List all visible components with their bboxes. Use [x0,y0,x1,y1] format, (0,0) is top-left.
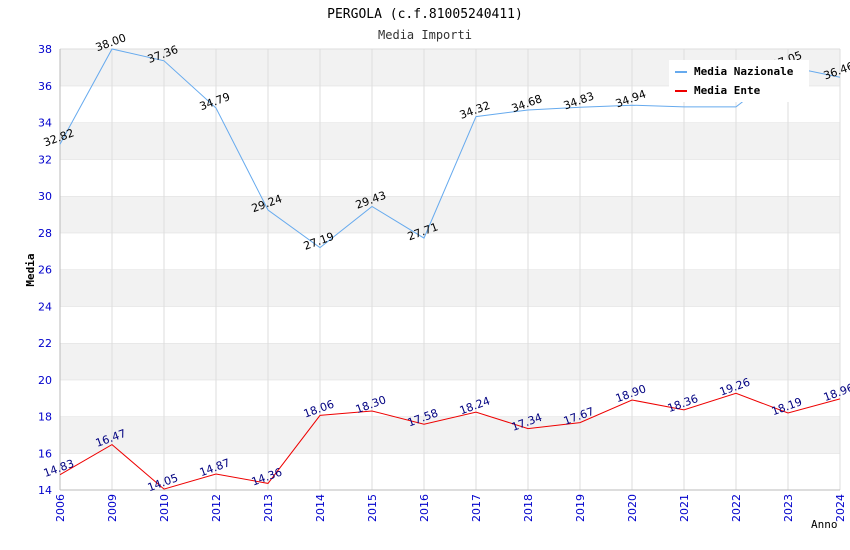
grid-band [60,232,840,270]
y-tick-labels: 14 16 18 20 22 24 26 28 30 32 34 36 38 [38,43,52,497]
grid-band [60,379,840,417]
legend-label-media-nazionale: Media Nazionale [694,65,794,78]
grid-band [60,416,840,454]
x-tick-label: 2012 [210,494,223,522]
chart-subtitle: Media Importi [378,28,472,42]
x-tick-label: 2010 [158,494,171,522]
x-tick-label: 2022 [730,494,743,522]
y-tick-label: 20 [38,374,52,387]
legend: Media Nazionale Media Ente [669,60,809,102]
y-tick-label: 30 [38,190,52,203]
y-tick-label: 24 [38,300,52,313]
x-tick-labels: 2006 2009 2010 2012 2013 2014 2015 2016 2017 2018… [54,494,847,522]
legend-box [669,60,809,102]
x-tick-label: 2019 [574,494,587,522]
x-tick-label: 2009 [106,494,119,522]
grid-band [60,306,840,343]
y-tick-label: 38 [38,43,52,56]
x-tick-label: 2014 [314,494,327,522]
y-tick-label: 28 [38,227,52,240]
x-tick-label: 2024 [834,494,847,522]
x-tick-label: 2018 [522,494,535,522]
y-tick-label: 34 [38,117,52,130]
grid-band [60,196,840,233]
y-tick-label: 22 [38,337,52,350]
y-tick-label: 26 [38,264,52,277]
grid-bands [60,48,840,490]
series-line-media-nazionale [59,48,841,249]
y-tick-label: 14 [38,484,52,497]
series-lines [59,48,841,490]
x-tick-label: 2015 [366,494,379,522]
x-tick-label: 2017 [470,494,483,522]
grid-band [60,269,840,307]
legend-label-media-ente: Media Ente [694,84,761,97]
y-tick-label: 32 [38,153,52,166]
x-tick-label: 2016 [418,494,431,522]
vertical-grid [59,49,841,490]
x-tick-label: 2023 [782,494,795,522]
series-line-media-ente [59,392,841,490]
grid-band [60,122,840,160]
x-tick-label: 2006 [54,494,67,522]
x-tick-label: 2021 [678,494,691,522]
x-axis-label: Anno [811,518,838,531]
x-tick-label: 2020 [626,494,639,522]
y-axis-label: Media [24,253,37,286]
grid-band [60,343,840,380]
y-tick-label: 16 [38,447,52,460]
x-tick-label: 2013 [262,494,275,522]
grid-band [60,453,840,490]
y-tick-label: 18 [38,411,52,424]
y-tick-label: 36 [38,80,52,93]
chart-title: PERGOLA (c.f.81005240411) [327,7,523,22]
